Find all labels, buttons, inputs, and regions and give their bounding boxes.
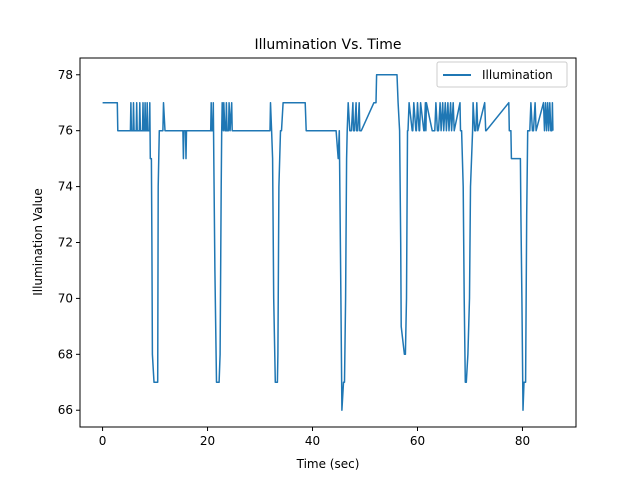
x-axis-title: Time (sec) <box>296 457 360 471</box>
y-tick-label: 76 <box>58 124 73 138</box>
x-tick-label: 40 <box>305 434 320 448</box>
series-line-illumination <box>102 74 554 411</box>
x-tick-label: 80 <box>515 434 530 448</box>
y-tick-label: 74 <box>58 180 73 194</box>
y-axis-title: Illumination Value <box>31 188 45 296</box>
y-tick-label: 72 <box>58 236 73 250</box>
legend-label-illumination: Illumination <box>482 68 553 82</box>
y-tick-label: 70 <box>58 291 73 305</box>
chart-title: Illumination Vs. Time <box>254 37 401 53</box>
plot-area <box>79 57 577 428</box>
x-axis: 0 20 40 60 80 <box>99 427 530 448</box>
x-tick-label: 0 <box>99 434 107 448</box>
legend: Illumination <box>436 61 568 88</box>
legend-box <box>436 61 568 88</box>
y-tick-label: 66 <box>58 403 73 417</box>
x-tick-label: 60 <box>410 434 425 448</box>
x-tick-label: 20 <box>200 434 215 448</box>
y-axis: 66 68 70 72 74 76 78 <box>58 68 80 417</box>
y-tick-label: 68 <box>58 347 73 361</box>
plot-frame <box>79 57 577 428</box>
y-tick-label: 78 <box>58 68 73 82</box>
